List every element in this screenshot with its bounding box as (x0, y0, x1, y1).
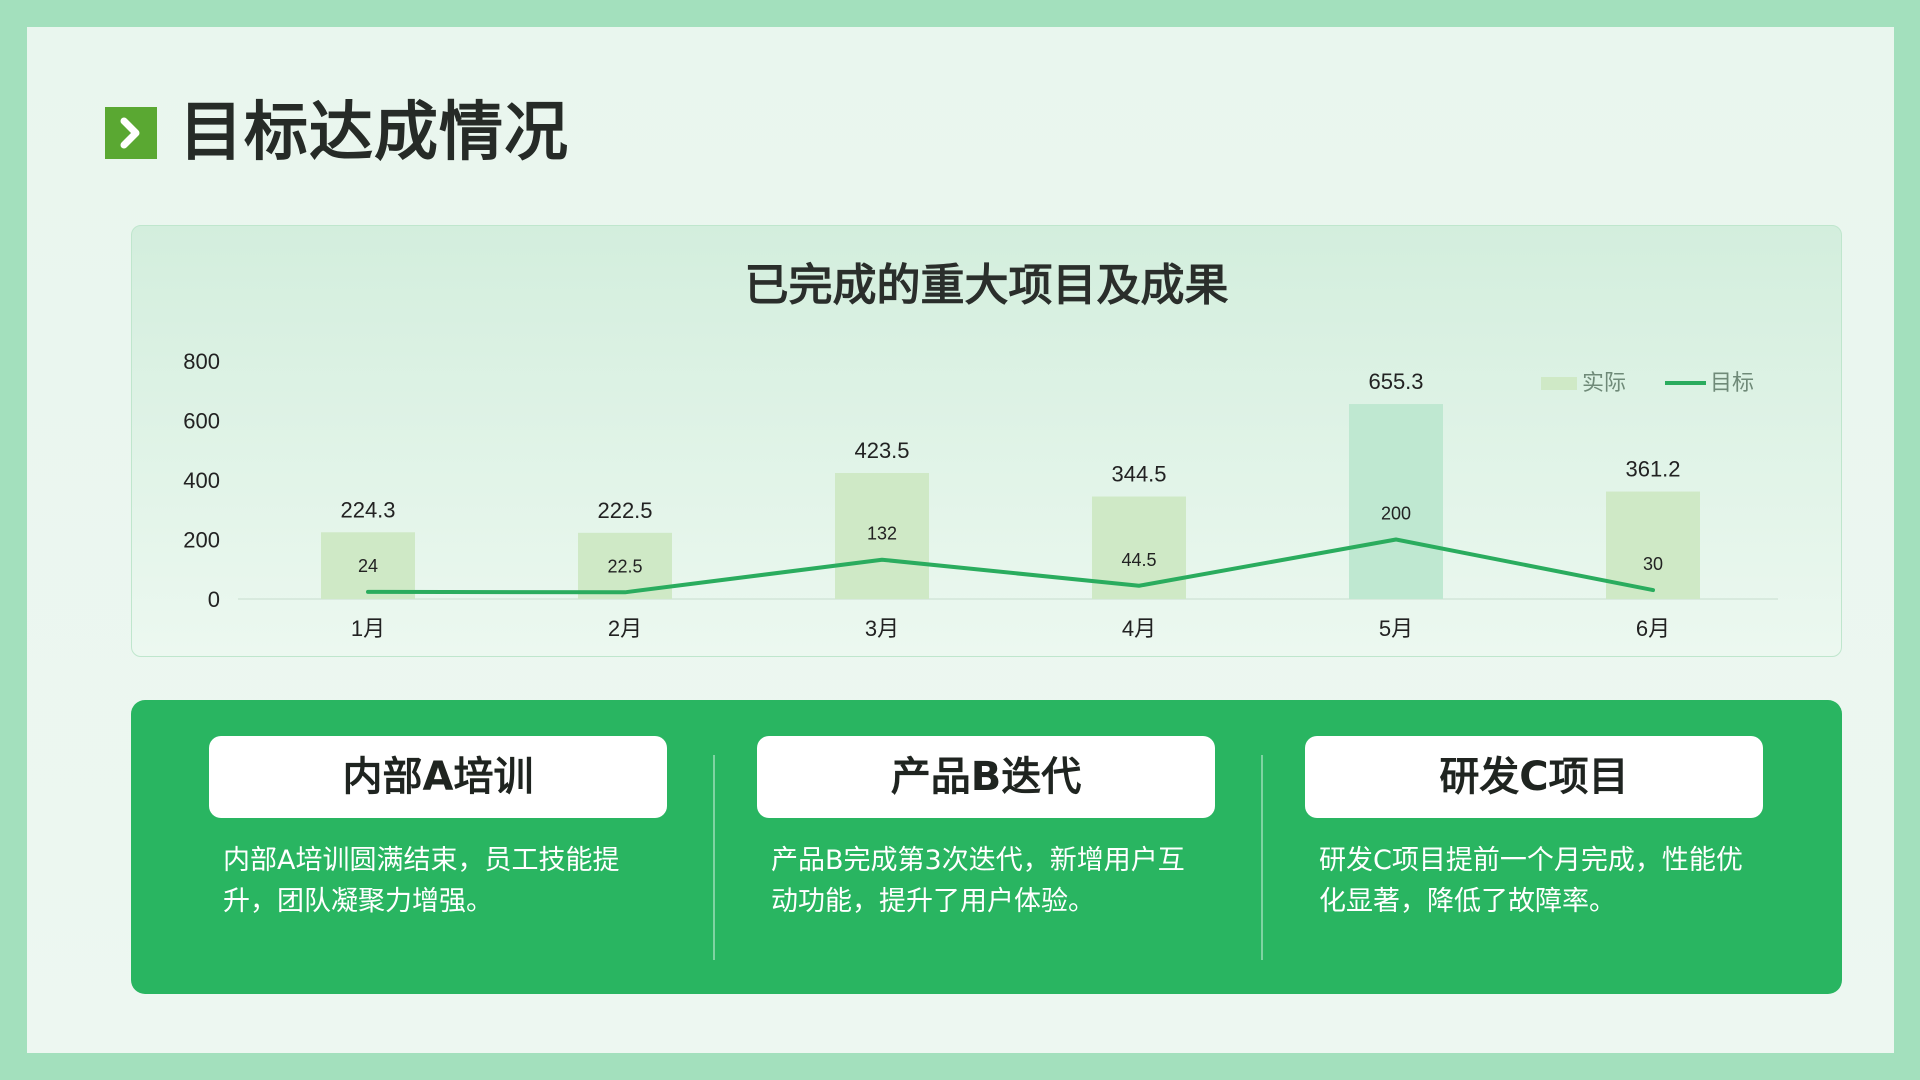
chevron-right-icon (105, 107, 157, 159)
bar-value-label: 222.5 (597, 498, 652, 523)
line-value-label: 30 (1643, 554, 1663, 574)
target-line (366, 537, 1655, 595)
bar-value-label: 344.5 (1111, 462, 1166, 487)
x-tick-label: 2月 (608, 616, 642, 641)
y-tick-label: 200 (183, 528, 220, 553)
project-title-b: 产品B迭代 (757, 736, 1215, 818)
project-desc-c: 研发C项目提前一个月完成，性能优化显著，降低了故障率。 (1319, 845, 1743, 917)
legend-line-label: 目标 (1710, 370, 1754, 395)
bar (1349, 404, 1443, 599)
y-tick-label: 0 (208, 587, 220, 612)
bar-value-label: 361.2 (1625, 457, 1680, 482)
y-tick-label: 600 (183, 409, 220, 434)
page-title: 目标达成情况 (179, 96, 569, 170)
chart-card: 已完成的重大项目及成果 0 200 400 600 800 224.3 222.5 423.5… (131, 225, 1842, 657)
project-title-c: 研发C项目 (1305, 736, 1763, 818)
bar (835, 473, 929, 599)
line-value-label: 24 (358, 556, 378, 576)
chart: 0 200 400 600 800 224.3 222.5 423.5 344.5 655.3 36… (183, 349, 1778, 641)
legend-bar-swatch (1541, 377, 1577, 390)
x-tick-label: 6月 (1636, 616, 1670, 641)
project-desc-b: 产品B完成第3次迭代，新增用户互动功能，提升了用户体验。 (771, 845, 1185, 917)
x-tick-label: 5月 (1379, 616, 1413, 641)
x-tick-label: 1月 (351, 616, 385, 641)
chart-title: 已完成的重大项目及成果 (744, 260, 1229, 311)
x-tick-label: 3月 (865, 616, 899, 641)
slide: 目标达成情况 已完成的重大项目及成果 0 200 400 600 800 224.3 222… (27, 27, 1894, 1053)
project-title-a: 内部A培训 (209, 736, 667, 818)
divider (1261, 755, 1263, 960)
line-value-label: 132 (867, 524, 897, 544)
line-value-label: 200 (1381, 504, 1411, 524)
projects-panel: 内部A培训 内部A培训圆满结束，员工技能提升，团队凝聚力增强。 产品B迭代 产品… (131, 700, 1842, 994)
line-value-label: 22.5 (607, 556, 642, 576)
bar-value-label: 423.5 (854, 438, 909, 463)
bar (321, 532, 415, 599)
line-value-label: 44.5 (1121, 550, 1156, 570)
bar-value-label: 224.3 (340, 497, 395, 522)
y-tick-label: 400 (183, 468, 220, 493)
y-tick-label: 800 (183, 349, 220, 374)
divider (713, 755, 715, 960)
project-desc-a: 内部A培训圆满结束，员工技能提升，团队凝聚力增强。 (223, 845, 620, 917)
legend-bar-label: 实际 (1582, 370, 1626, 395)
bar-value-label: 655.3 (1368, 369, 1423, 394)
bar (1606, 491, 1700, 599)
x-tick-label: 4月 (1122, 616, 1156, 641)
